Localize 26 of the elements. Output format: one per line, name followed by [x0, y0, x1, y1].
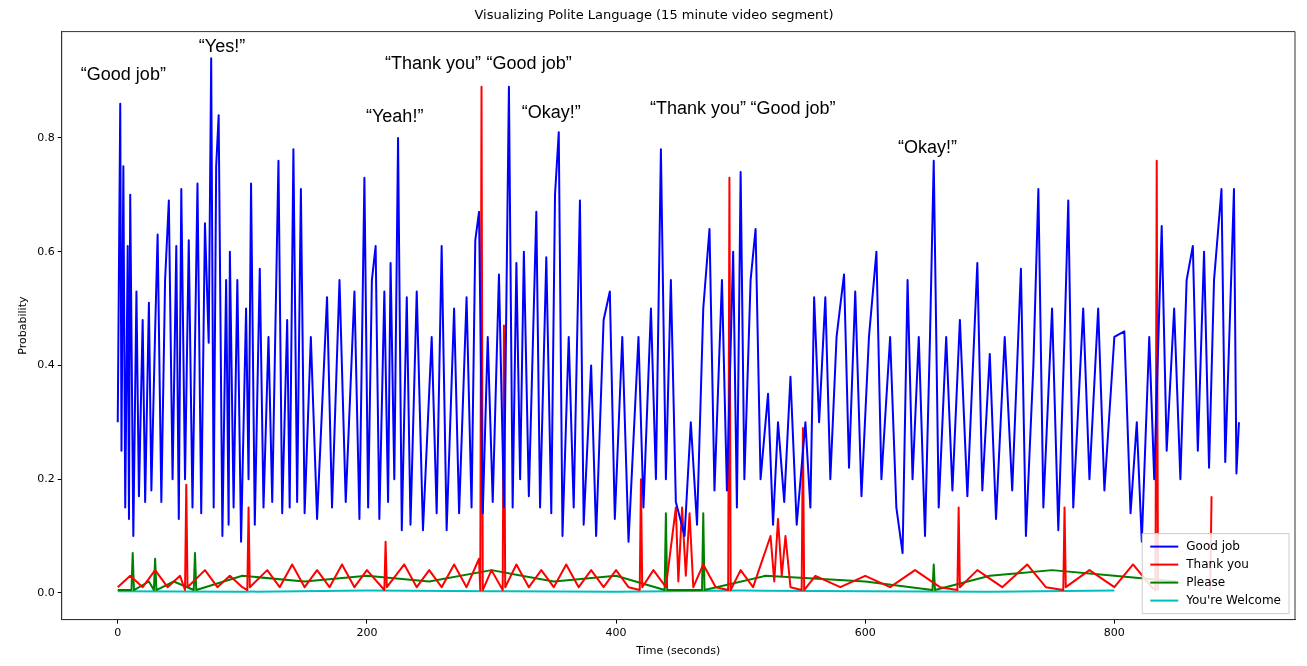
x-tick-label: 200	[356, 626, 378, 640]
y-tick-label: 0.6	[37, 244, 55, 258]
legend-label: Thank you	[1185, 556, 1249, 571]
x-tick-label: 400	[605, 626, 627, 640]
legend-label: You're Welcome	[1185, 592, 1282, 607]
x-tick-label: 800	[1103, 626, 1125, 640]
legend-label: Good job	[1186, 538, 1240, 553]
legend-label: Please	[1186, 574, 1226, 589]
annotation: “Good job”	[486, 53, 572, 74]
annotation: “Yeah!”	[366, 105, 424, 126]
x-tick-label: 600	[854, 626, 876, 640]
annotation: “Okay!”	[521, 101, 581, 122]
y-axis-title: Probability	[16, 296, 30, 355]
x-tick-label: 0	[114, 626, 122, 640]
annotation: “Yes!”	[198, 35, 246, 56]
y-tick-label: 0.8	[37, 130, 55, 144]
annotation: “Thank you”	[384, 53, 481, 74]
annotation: “Good job”	[750, 98, 836, 119]
y-tick-label: 0.4	[37, 358, 55, 372]
y-tick-label: 0.0	[37, 585, 55, 599]
chart-title: Visualizing Polite Language (15 minute video segment)	[474, 7, 834, 23]
y-tick-label: 0.2	[37, 472, 55, 485]
x-axis-title: Time (seconds)	[635, 644, 721, 658]
annotation: “Good job”	[80, 64, 166, 85]
annotation: “Okay!”	[897, 136, 957, 157]
annotation: “Thank you”	[650, 98, 747, 119]
